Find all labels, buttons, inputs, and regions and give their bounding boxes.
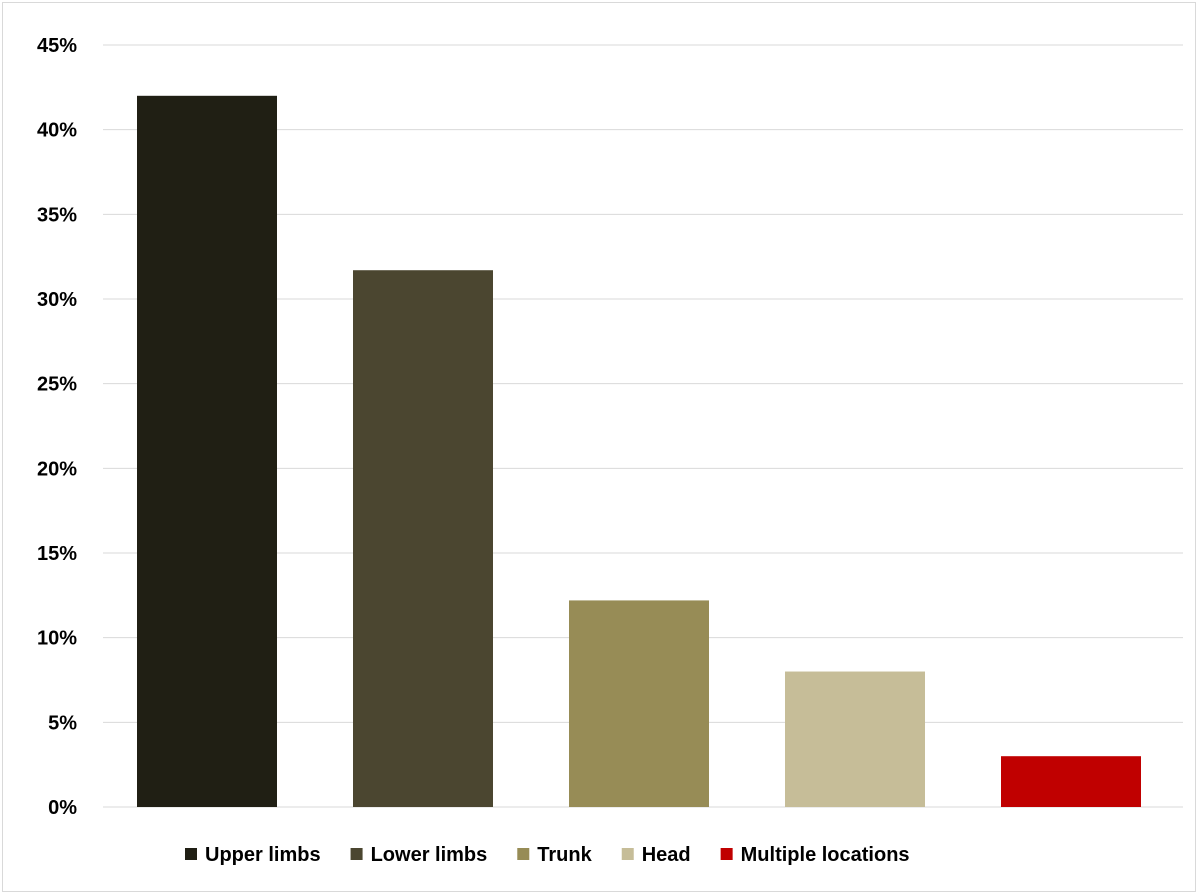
legend-label: Head (642, 844, 691, 866)
y-axis-tick-labels: 0% 5% 10% 15% 20% 25% 30% 35% 40% 45% (37, 35, 77, 819)
y-tick-label: 20% (37, 458, 77, 480)
bar-chart: 0% 5% 10% 15% 20% 25% 30% 35% 40% 45% Upper limbs… (37, 35, 1183, 866)
legend-item-lower-limbs: Lower limbs (350, 844, 488, 866)
legend-item-upper-limbs: Upper limbs (185, 844, 321, 866)
legend-label: Lower limbs (371, 844, 488, 866)
legend-item-multiple-locations: Multiple locations (720, 844, 910, 866)
bar-trunk (569, 600, 709, 807)
bar-head (785, 671, 925, 807)
y-tick-label: 15% (37, 543, 77, 565)
legend-item-head: Head (621, 844, 691, 866)
legend-label: Multiple locations (741, 844, 910, 866)
y-tick-label: 30% (37, 289, 77, 311)
legend-swatch (720, 848, 733, 860)
legend-item-trunk: Trunk (517, 844, 593, 866)
y-tick-label: 25% (37, 374, 77, 396)
y-tick-label: 45% (37, 35, 77, 57)
bar-upper-limbs (137, 95, 277, 808)
legend-label: Trunk (537, 844, 592, 866)
legend-label: Upper limbs (205, 844, 321, 866)
y-tick-label: 5% (48, 712, 77, 734)
gridlines (103, 44, 1183, 808)
y-tick-label: 0% (48, 797, 77, 819)
bar-lower-limbs (353, 270, 493, 807)
bars (137, 95, 1141, 808)
y-tick-label: 40% (37, 120, 77, 142)
legend-swatch (621, 848, 634, 860)
bar-multiple-locations (1001, 756, 1141, 807)
y-tick-label: 35% (37, 204, 77, 226)
legend-swatch (185, 848, 197, 860)
legend-swatch (517, 848, 530, 860)
legend-swatch (350, 848, 363, 860)
legend: Upper limbs Lower limbs Trunk Head Multiple … (185, 844, 910, 866)
y-tick-label: 10% (37, 628, 77, 650)
